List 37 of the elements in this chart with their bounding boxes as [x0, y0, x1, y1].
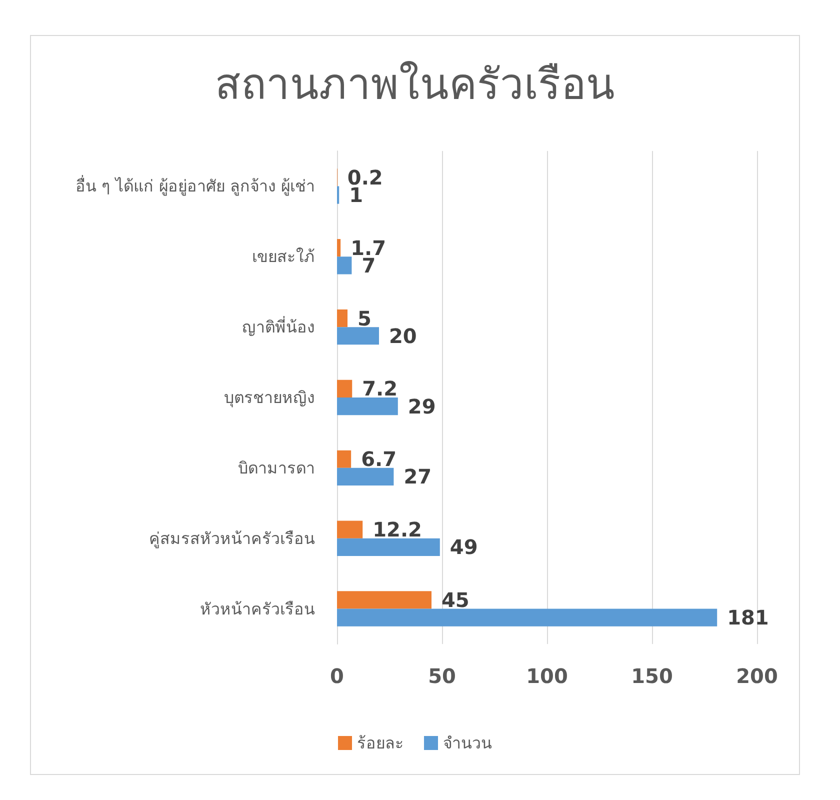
y-tick-label: คู่สมรสหัวหน้าครัวเรือน: [149, 528, 315, 549]
data-label: 29: [408, 394, 436, 418]
bar: [337, 309, 348, 328]
data-label: 20: [389, 324, 417, 348]
data-label: 27: [404, 464, 432, 489]
x-tick-label: 200: [736, 664, 778, 688]
x-tick-label: 50: [428, 664, 456, 688]
legend-label: ร้อยละ: [357, 734, 404, 752]
bar: [337, 380, 352, 398]
legend-label: จำนวน: [443, 734, 492, 752]
y-tick-label: หัวหน้าครัวเรือน: [200, 599, 315, 618]
chart-title: สถานภาพในครัวเรือน: [215, 60, 615, 108]
bar: [337, 591, 432, 609]
y-tick-label: บุตรชายหญิง: [224, 388, 315, 408]
x-tick-label: 150: [631, 664, 673, 688]
data-label: 5: [358, 306, 372, 330]
bar: [337, 468, 394, 486]
bar: [337, 608, 718, 626]
data-label: 181: [727, 606, 769, 630]
bar: [337, 520, 363, 538]
y-tick-label: เขยสะใภ้: [252, 247, 315, 266]
data-label: 12.2: [372, 518, 422, 542]
bar: [337, 327, 379, 345]
data-label: 6.7: [361, 447, 397, 472]
data-label: 49: [450, 535, 478, 560]
bar: [337, 538, 440, 556]
x-tick-label: 0: [330, 664, 344, 688]
y-tick-label: ญาติพี่น้อง: [242, 316, 315, 337]
bar: [337, 239, 341, 257]
bar: [337, 398, 398, 416]
y-tick-label: อื่น ๆ ได้แก่ ผู้อยู่อาศัย ลูกจ้าง ผู้เช่า: [76, 174, 315, 197]
data-label: 45: [442, 588, 470, 612]
bar: [337, 256, 352, 274]
x-tick-label: 100: [526, 664, 568, 688]
data-label: 7.2: [362, 376, 398, 401]
bar: [337, 450, 352, 468]
y-tick-label: บิดามารดา: [238, 458, 315, 478]
